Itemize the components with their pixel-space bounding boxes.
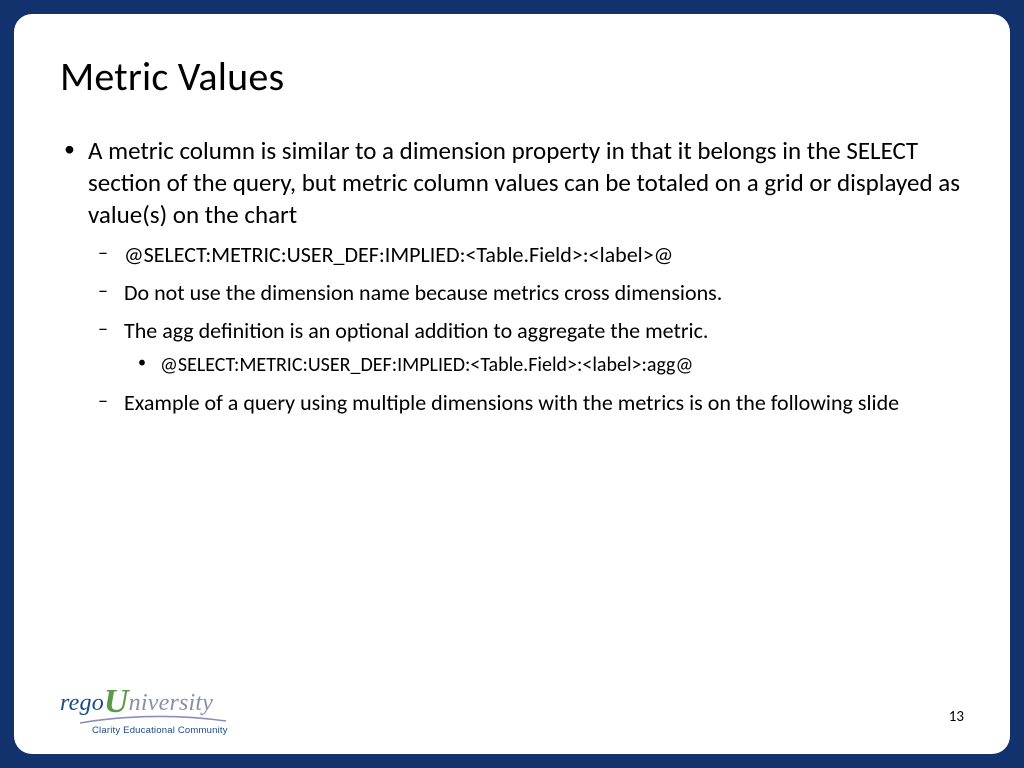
page-number: 13	[949, 708, 964, 736]
logo-part-rego: rego	[60, 690, 104, 716]
logo-part-niversity: niversity	[129, 690, 213, 716]
bullet-text: @SELECT:METRIC:USER_DEF:IMPLIED:<Table.F…	[124, 241, 673, 268]
bullet-text: Do not use the dimension name because me…	[124, 279, 722, 306]
bullet-text: A metric column is similar to a dimensio…	[88, 135, 960, 230]
list-item: Do not use the dimension name because me…	[124, 279, 964, 307]
bullet-text: The agg definition is an optional additi…	[124, 317, 708, 344]
bullet-list-lvl2: @SELECT:METRIC:USER_DEF:IMPLIED:<Table.F…	[88, 241, 964, 417]
bullet-text: Example of a query using multiple dimens…	[124, 389, 899, 416]
logo: regoUniversity Clarity Educational Commu…	[60, 685, 228, 736]
logo-wordmark: regoUniversity	[60, 685, 213, 719]
slide-body: Metric Values A metric column is similar…	[14, 14, 1010, 754]
bullet-list-lvl3: @SELECT:METRIC:USER_DEF:IMPLIED:<Table.F…	[124, 353, 964, 379]
bullet-text: @SELECT:METRIC:USER_DEF:IMPLIED:<Table.F…	[160, 353, 693, 377]
logo-tagline: Clarity Educational Community	[92, 725, 228, 736]
slide-title: Metric Values	[60, 52, 964, 101]
list-item: @SELECT:METRIC:USER_DEF:IMPLIED:<Table.F…	[160, 353, 964, 379]
slide-footer: regoUniversity Clarity Educational Commu…	[60, 685, 964, 736]
bullet-list-lvl1: A metric column is similar to a dimensio…	[60, 135, 964, 417]
list-item: @SELECT:METRIC:USER_DEF:IMPLIED:<Table.F…	[124, 241, 964, 269]
slide-frame: Metric Values A metric column is similar…	[0, 0, 1024, 768]
list-item: The agg definition is an optional additi…	[124, 317, 964, 379]
list-item: Example of a query using multiple dimens…	[124, 389, 964, 417]
list-item: A metric column is similar to a dimensio…	[88, 135, 964, 417]
logo-swoosh-icon	[78, 715, 228, 725]
